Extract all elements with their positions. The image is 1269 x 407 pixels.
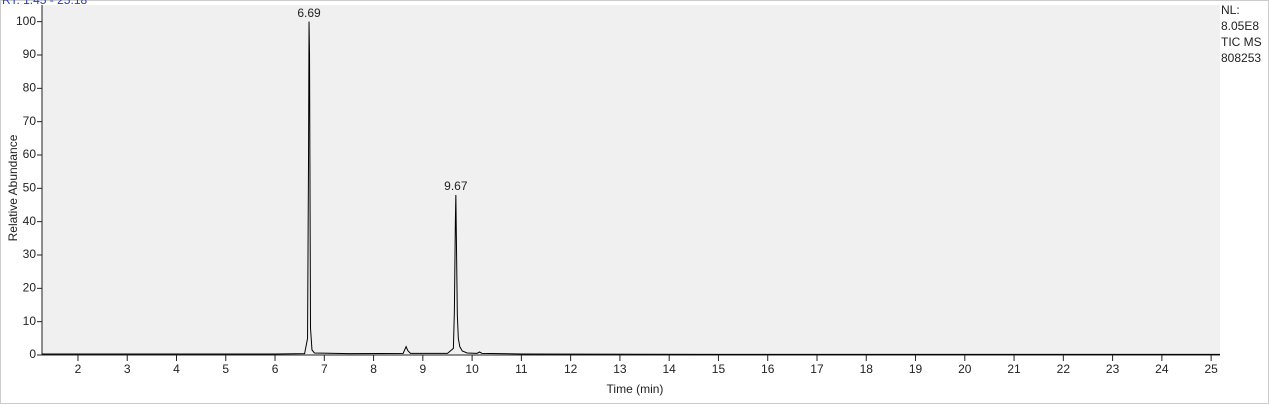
peak-label: 6.69 — [297, 6, 321, 20]
x-tick-label: 3 — [124, 362, 131, 376]
y-tick-label: 0 — [29, 347, 36, 361]
x-tick-label: 2 — [75, 362, 82, 376]
x-tick-label: 18 — [860, 362, 874, 376]
plot-area — [42, 5, 1220, 355]
x-tick-label: 23 — [1106, 362, 1120, 376]
y-tick-label: 50 — [23, 181, 37, 195]
y-tick-label: 20 — [23, 281, 37, 295]
x-tick-label: 10 — [465, 362, 479, 376]
y-tick-label: 60 — [23, 147, 37, 161]
y-tick-label: 40 — [23, 214, 37, 228]
x-tick-label: 5 — [222, 362, 229, 376]
x-tick-label: 6 — [272, 362, 279, 376]
y-tick-label: 70 — [23, 114, 37, 128]
x-tick-label: 24 — [1155, 362, 1169, 376]
x-tick-label: 11 — [515, 362, 528, 376]
x-axis-label: Time (min) — [607, 382, 664, 396]
x-tick-label: 20 — [958, 362, 972, 376]
side-text: 8.05E8 — [1221, 19, 1259, 33]
y-tick-label: 10 — [23, 314, 37, 328]
x-tick-label: 12 — [564, 362, 578, 376]
x-tick-label: 14 — [663, 362, 677, 376]
x-tick-label: 21 — [1007, 362, 1021, 376]
side-info: NL: 8.05E8 TIC MS 808253 — [1221, 3, 1262, 65]
x-tick-label: 9 — [419, 362, 426, 376]
y-tick-label: 30 — [23, 247, 37, 261]
x-tick-label: 19 — [909, 362, 923, 376]
y-tick-label: 100 — [16, 14, 36, 28]
y-tick-label: 90 — [23, 47, 37, 61]
peak-label: 9.67 — [444, 179, 468, 193]
x-tick-label: 25 — [1204, 362, 1218, 376]
x-tick-label: 7 — [321, 362, 328, 376]
side-text: TIC MS — [1221, 35, 1262, 49]
side-text: 808253 — [1221, 51, 1261, 65]
x-tick-label: 15 — [712, 362, 726, 376]
chart-title: RT: 1.45 - 25.18 — [2, 0, 87, 7]
x-tick-label: 8 — [370, 362, 377, 376]
x-tick-label: 16 — [761, 362, 775, 376]
y-axis-label: Relative Abundance — [6, 134, 20, 241]
x-tick-label: 4 — [173, 362, 180, 376]
x-tick-label: 22 — [1057, 362, 1071, 376]
x-tick-label: 13 — [613, 362, 627, 376]
x-tick-label: 17 — [810, 362, 824, 376]
chromatogram-line — [42, 21, 1220, 355]
side-text: NL: — [1221, 3, 1240, 17]
y-tick-label: 80 — [23, 81, 37, 95]
